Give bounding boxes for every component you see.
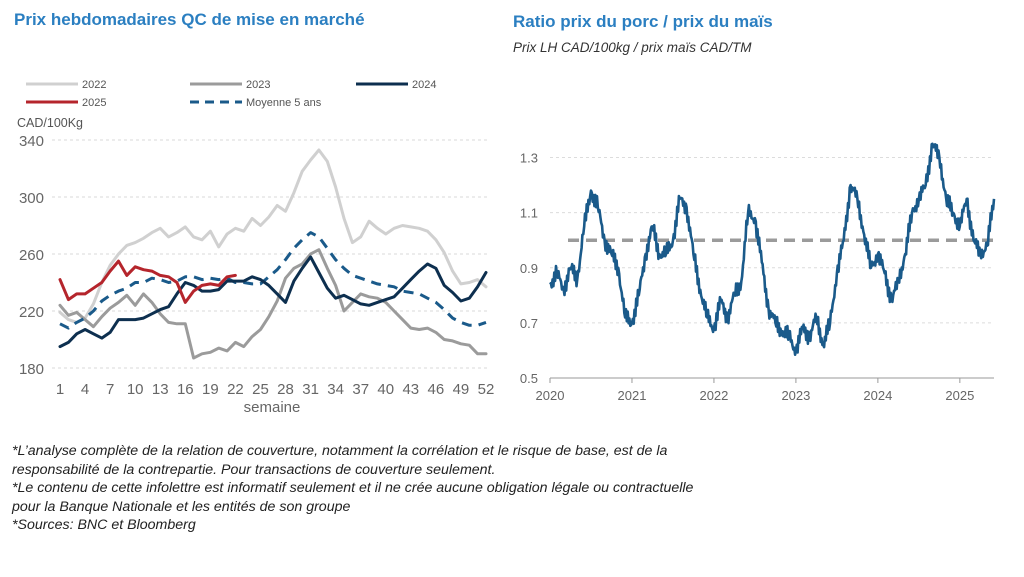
- footnote-line: responsabilité de la contrepartie. Pour …: [12, 461, 496, 478]
- x-tick-label: 4: [81, 381, 89, 398]
- legend-label: 2023: [246, 79, 270, 91]
- right-chart-subtitle: Prix LH CAD/100kg / prix maïs CAD/TM: [513, 40, 752, 55]
- legend-label: 2024: [412, 79, 436, 91]
- y-tick-label: 0.9: [520, 261, 538, 276]
- legend-label: Moyenne 5 ans: [246, 97, 322, 109]
- right-y-ticks: 0.5 0.7 0.9 1.1 1.3: [520, 151, 538, 386]
- left-chart-title: Prix hebdomadaires QC de mise en marché: [14, 10, 365, 29]
- x-tick-label: 2020: [536, 388, 565, 403]
- y-tick-label: 340: [19, 133, 44, 150]
- footnote-line: *Le contenu de cette infolettre est info…: [12, 480, 694, 497]
- series-line-moyenne-5-ans: [59, 231, 487, 330]
- right-x-ticks: 2020 2021 2022 2023 2024 2025: [536, 377, 994, 403]
- legend-label: 2025: [82, 97, 106, 109]
- x-tick-label: 34: [327, 381, 344, 398]
- series-line-2024: [58, 255, 488, 349]
- series-line-2022: [58, 148, 488, 324]
- left-series: [58, 148, 488, 360]
- y-tick-label: 0.5: [520, 371, 538, 386]
- footnote-line: *Sources: BNC et Bloomberg: [12, 517, 196, 534]
- y-tick-label: 260: [19, 247, 44, 264]
- x-tick-label: 19: [202, 381, 219, 398]
- y-tick-label: 180: [19, 361, 44, 378]
- x-tick-label: 46: [428, 381, 445, 398]
- x-tick-label: 16: [177, 381, 194, 398]
- right-gridlines: [550, 157, 994, 324]
- footnote-line: pour la Banque Nationale et les entités …: [12, 498, 351, 515]
- x-tick-label: 7: [106, 381, 114, 398]
- y-tick-label: 300: [19, 190, 44, 207]
- y-tick-label: 220: [19, 304, 44, 321]
- left-y-ticks: 180 220 260 300 340: [19, 133, 44, 378]
- x-tick-label: 2021: [618, 388, 647, 403]
- x-tick-label: 13: [152, 381, 169, 398]
- left-y-axis-label: CAD/100Kg: [17, 116, 83, 130]
- x-tick-label: 37: [352, 381, 369, 398]
- x-tick-label: 22: [227, 381, 244, 398]
- left-x-ticks: 1 4 7 10 13 16 19 22 25 28 31 34 37 40 43 46 49 52: [56, 381, 495, 398]
- x-tick-label: 52: [478, 381, 495, 398]
- ratio-series-line: [549, 142, 996, 357]
- series-line-2023: [58, 248, 488, 360]
- x-tick-label: 49: [453, 381, 470, 398]
- y-tick-label: 1.1: [520, 206, 538, 221]
- right-series: [549, 142, 996, 357]
- x-tick-label: 31: [302, 381, 319, 398]
- x-tick-label: 40: [377, 381, 394, 398]
- x-tick-label: 28: [277, 381, 294, 398]
- left-x-axis-label: semaine: [244, 399, 301, 416]
- x-tick-label: 25: [252, 381, 269, 398]
- x-tick-label: 1: [56, 381, 64, 398]
- x-tick-label: 2023: [781, 388, 810, 403]
- pork-corn-ratio-chart: 0.5 0.7 0.9 1.1 1.3 2020 2021 2022 2023 2024 2025: [520, 142, 996, 403]
- x-tick-label: 2025: [945, 388, 974, 403]
- legend-label: 2022: [82, 79, 106, 91]
- y-tick-label: 1.3: [520, 151, 538, 166]
- x-tick-label: 10: [127, 381, 144, 398]
- x-tick-label: 2024: [863, 388, 892, 403]
- footnotes: *L’analyse complète de la relation de co…: [12, 442, 1012, 535]
- left-legend: 2022 2023 2024 2025 Moyenne 5 ans: [26, 79, 436, 109]
- series-line-2025: [58, 259, 237, 304]
- right-chart-title: Ratio prix du porc / prix du maïs: [513, 12, 773, 31]
- y-tick-label: 0.7: [520, 316, 538, 331]
- footnote-line: *L’analyse complète de la relation de co…: [12, 443, 668, 459]
- x-tick-label: 2022: [699, 388, 728, 403]
- x-tick-label: 43: [402, 381, 419, 398]
